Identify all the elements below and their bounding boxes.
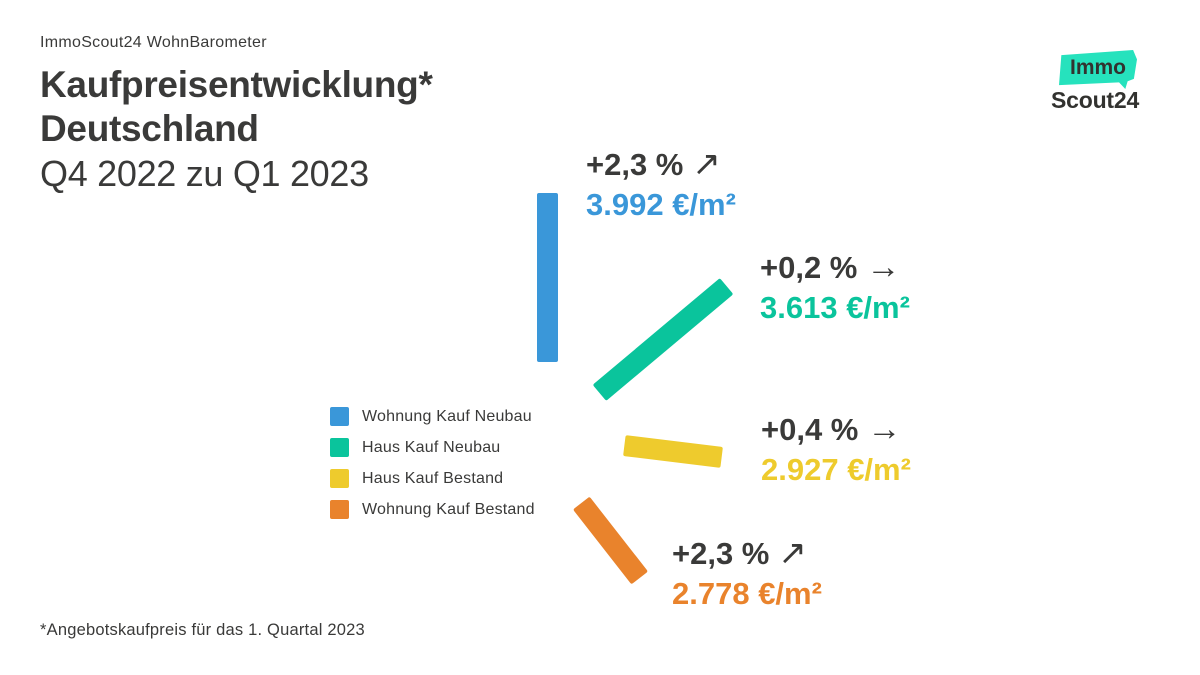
legend-label: Haus Kauf Bestand	[362, 469, 504, 487]
legend-swatch-teal	[330, 438, 349, 457]
stat-price: 3.613 €/m²	[760, 290, 910, 325]
immoscout24-logo: Immo Scout24	[1051, 50, 1146, 114]
page-title-line1: Kaufpreisentwicklung*	[40, 64, 433, 105]
stat-wohnung-kauf-neubau: +2,3 % ↗ 3.992 €/m²	[586, 144, 736, 225]
bar-haus-kauf-bestand	[623, 435, 723, 468]
trend-up-right-icon: ↗	[692, 145, 721, 183]
stat-wohnung-kauf-bestand: +2,3 % ↗ 2.778 €/m²	[672, 533, 822, 614]
stat-haus-kauf-bestand: +0,4 % → 2.927 €/m²	[761, 409, 911, 490]
bar-wohnung-kauf-bestand	[572, 496, 649, 585]
bar-wohnung-kauf-neubau	[537, 193, 558, 362]
legend: Wohnung Kauf Neubau Haus Kauf Neubau Hau…	[330, 407, 535, 519]
legend-item-wohnung-kauf-neubau: Wohnung Kauf Neubau	[330, 407, 535, 426]
eyebrow-label: ImmoScout24 WohnBarometer	[40, 34, 267, 51]
stat-price: 3.992 €/m²	[586, 187, 736, 222]
page-subtitle: Q4 2022 zu Q1 2023	[40, 153, 369, 194]
legend-swatch-yellow	[330, 469, 349, 488]
stat-percent: +0,2 % →	[760, 247, 910, 288]
logo-text-scout24: Scout24	[1051, 87, 1140, 113]
trend-right-icon: →	[866, 248, 901, 286]
legend-label: Wohnung Kauf Bestand	[362, 500, 535, 518]
trend-up-right-icon: ↗	[778, 534, 807, 572]
percent-value: +2,3 %	[672, 536, 770, 571]
stat-percent: +2,3 % ↗	[586, 144, 736, 185]
legend-label: Wohnung Kauf Neubau	[362, 407, 532, 425]
stat-percent: +2,3 % ↗	[672, 533, 822, 574]
logo-text-immo: Immo	[1069, 56, 1126, 79]
header: ImmoScout24 WohnBarometer Kaufpreisentwi…	[40, 34, 433, 197]
footnote: *Angebotskaufpreis für das 1. Quartal 20…	[40, 621, 365, 639]
legend-item-haus-kauf-neubau: Haus Kauf Neubau	[330, 438, 535, 457]
stat-percent: +0,4 % →	[761, 409, 911, 450]
logo-flag-shape: Immo	[1059, 50, 1137, 89]
percent-value: +0,4 %	[761, 412, 859, 447]
trend-right-icon: →	[867, 410, 902, 448]
percent-value: +2,3 %	[586, 147, 684, 182]
stat-price: 2.927 €/m²	[761, 452, 911, 487]
page-title-line2: Deutschland	[40, 108, 259, 149]
legend-item-haus-kauf-bestand: Haus Kauf Bestand	[330, 469, 535, 488]
bar-haus-kauf-neubau	[592, 278, 734, 401]
stat-price: 2.778 €/m²	[672, 576, 822, 611]
percent-value: +0,2 %	[760, 250, 858, 285]
stat-haus-kauf-neubau: +0,2 % → 3.613 €/m²	[760, 247, 910, 328]
legend-swatch-blue	[330, 407, 349, 426]
legend-item-wohnung-kauf-bestand: Wohnung Kauf Bestand	[330, 500, 535, 519]
legend-label: Haus Kauf Neubau	[362, 438, 501, 456]
legend-swatch-orange	[330, 500, 349, 519]
